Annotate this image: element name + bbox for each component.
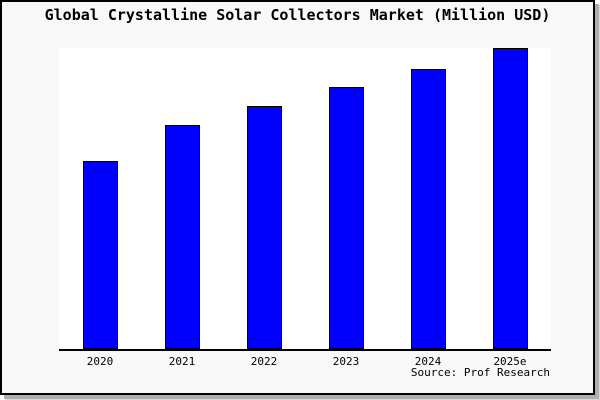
bar-2020 bbox=[82, 161, 118, 349]
bar-2022 bbox=[246, 105, 282, 349]
bar-slot-2020 bbox=[59, 48, 141, 349]
x-tick-label-2021: 2021 bbox=[168, 355, 196, 368]
x-tick-label-2023: 2023 bbox=[332, 355, 360, 368]
bar-2021 bbox=[164, 124, 200, 349]
x-tick-label-2020: 2020 bbox=[86, 355, 114, 368]
bar-series bbox=[59, 48, 551, 349]
bar-2024 bbox=[410, 69, 446, 349]
x-tick-label-2025e: 2025e bbox=[493, 355, 527, 368]
x-axis-tick-labels: 2020 2021 2022 2023 2024 2025e bbox=[59, 355, 551, 368]
bar-slot-2022 bbox=[223, 48, 305, 349]
x-tick-label-2024: 2024 bbox=[414, 355, 442, 368]
bar-slot-2025e bbox=[469, 48, 551, 349]
bar-slot-2021 bbox=[141, 48, 223, 349]
chart-title: Global Crystalline Solar Collectors Mark… bbox=[44, 6, 551, 24]
x-tick-label-2022: 2022 bbox=[250, 355, 278, 368]
source-note: Source: Prof Research bbox=[410, 366, 550, 379]
bar-2025e bbox=[492, 48, 528, 349]
bar-2023 bbox=[328, 87, 364, 349]
bar-slot-2023 bbox=[305, 48, 387, 349]
bar-slot-2024 bbox=[387, 48, 469, 349]
plot-area bbox=[59, 48, 551, 351]
